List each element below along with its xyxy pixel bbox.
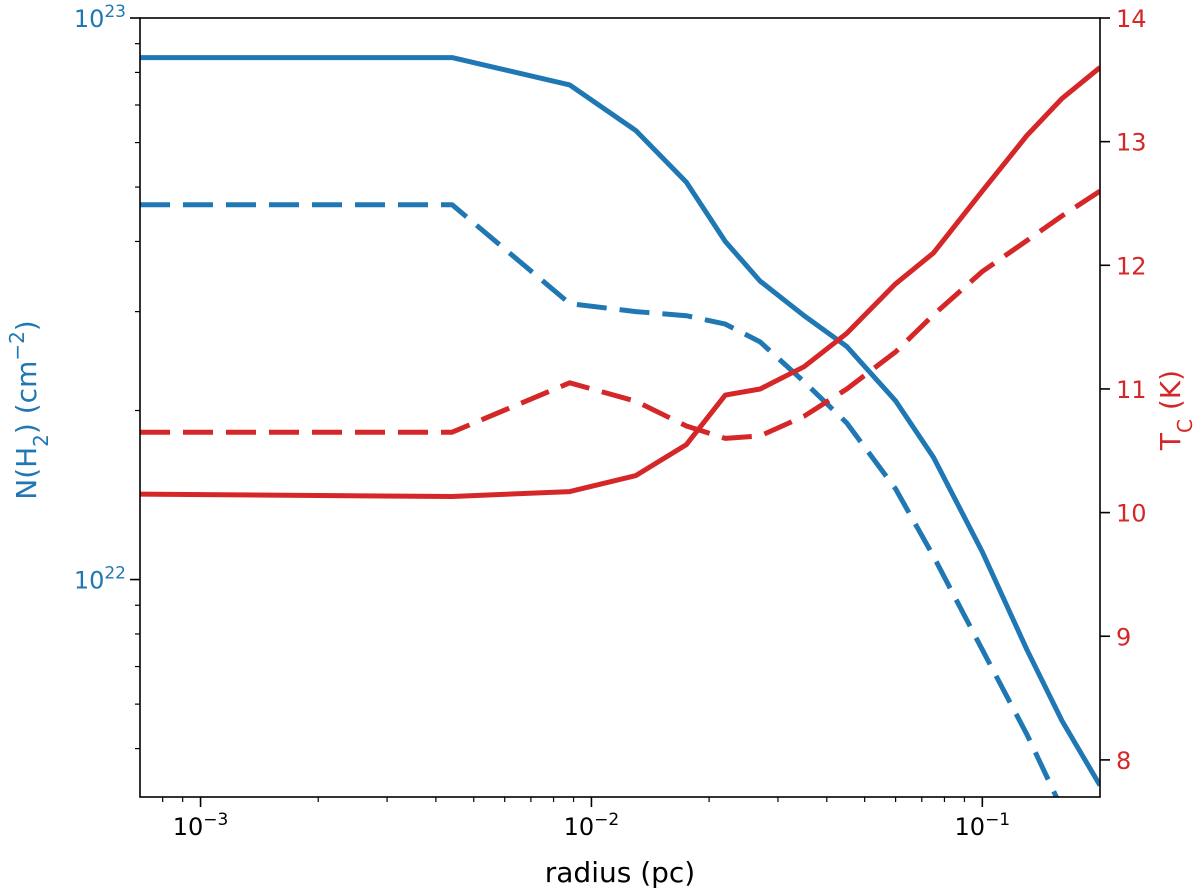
y-right-tick-label: 13 xyxy=(1116,129,1147,157)
y-left-axis-title: N(H2) (cm−2) xyxy=(5,320,53,500)
series-line-right-solid xyxy=(140,65,1100,499)
y-left-tick-label: 1023 xyxy=(74,2,126,33)
series-line-left-dashed xyxy=(140,202,1060,797)
y-right-tick-label: 8 xyxy=(1116,747,1131,775)
y-right-axis-title: TC (K) xyxy=(1154,370,1197,451)
svg-text:TC (K): TC (K) xyxy=(1154,370,1197,451)
x-tick-label: 10−3 xyxy=(173,810,229,841)
y-right-tick-label: 9 xyxy=(1116,623,1131,651)
series-line-left-solid xyxy=(140,55,1100,787)
ticks-layer: 10−3 10−2 10−1 1022 1023 8 9 10 11 12 13 14 xyxy=(74,2,1147,841)
x-axis-title: radius (pc) xyxy=(545,856,695,889)
y-right-tick-label: 14 xyxy=(1116,5,1147,33)
y-right-tick-label: 11 xyxy=(1116,376,1147,404)
svg-text:N(H2) (cm−2): N(H2) (cm−2) xyxy=(5,320,53,500)
x-tick-label: 10−1 xyxy=(955,810,1011,841)
y-left-tick-label: 1022 xyxy=(74,564,126,595)
y-right-tick-label: 10 xyxy=(1116,500,1147,528)
x-tick-label: 10−2 xyxy=(564,810,620,841)
y-right-tick-label: 12 xyxy=(1116,252,1147,280)
plot-frame xyxy=(139,17,1101,798)
series-line-right-dashed xyxy=(140,189,1100,441)
series-layer xyxy=(140,55,1100,797)
